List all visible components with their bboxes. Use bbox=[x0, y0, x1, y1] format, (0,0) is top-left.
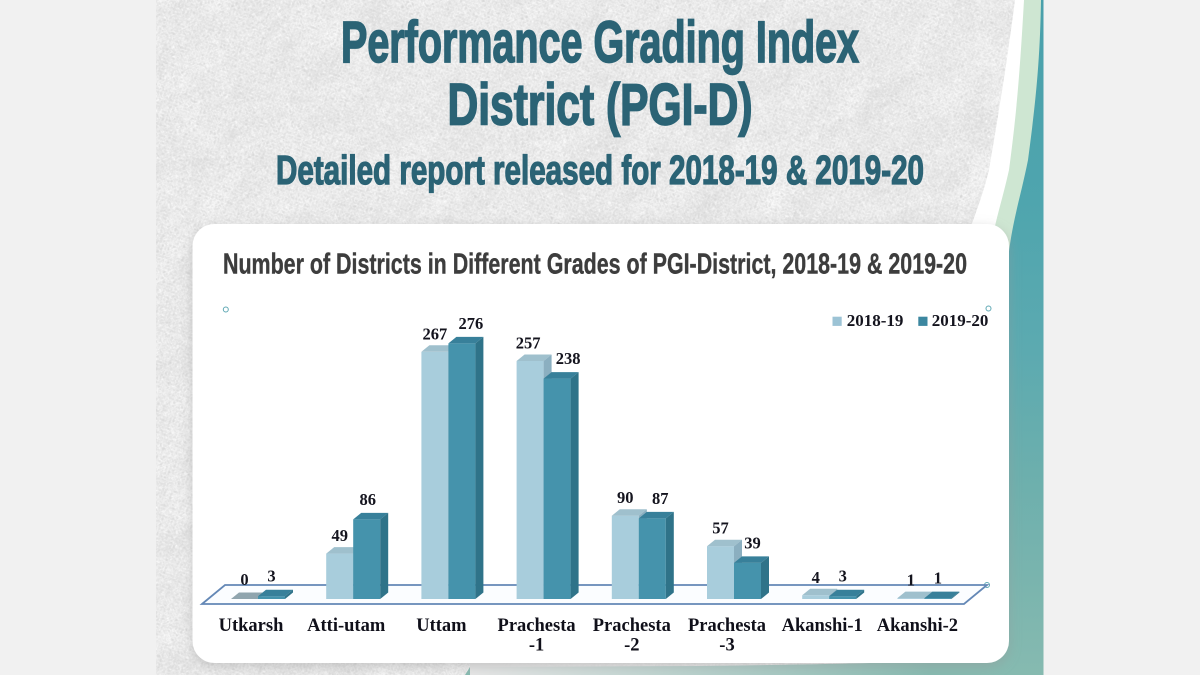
svg-text:238: 238 bbox=[556, 349, 581, 368]
svg-text:257: 257 bbox=[516, 334, 541, 353]
svg-text:1: 1 bbox=[907, 571, 915, 590]
svg-text:2019-20: 2019-20 bbox=[932, 311, 989, 330]
svg-text:-1: -1 bbox=[529, 636, 544, 656]
svg-text:57: 57 bbox=[712, 519, 729, 538]
svg-text:49: 49 bbox=[331, 526, 348, 545]
svg-text:4: 4 bbox=[812, 568, 820, 587]
svg-text:Prachesta: Prachesta bbox=[688, 616, 766, 636]
svg-text:276: 276 bbox=[459, 314, 484, 333]
svg-text:90: 90 bbox=[617, 488, 634, 507]
svg-text:Akanshi-2: Akanshi-2 bbox=[877, 616, 958, 636]
svg-text:3: 3 bbox=[839, 567, 847, 586]
svg-text:2018-19: 2018-19 bbox=[847, 311, 904, 330]
svg-text:1: 1 bbox=[934, 569, 942, 588]
svg-text:267: 267 bbox=[423, 324, 448, 343]
svg-text:Number of Districts in Differe: Number of Districts in Different Grades … bbox=[223, 248, 967, 280]
svg-text:-3: -3 bbox=[719, 636, 734, 656]
svg-text:3: 3 bbox=[267, 567, 275, 586]
svg-text:Prachesta: Prachesta bbox=[498, 616, 576, 636]
svg-text:-2: -2 bbox=[624, 636, 639, 656]
svg-text:Atti-utam: Atti-utam bbox=[307, 616, 386, 636]
svg-text:Akanshi-1: Akanshi-1 bbox=[782, 616, 863, 636]
svg-text:0: 0 bbox=[240, 570, 248, 589]
svg-text:39: 39 bbox=[744, 533, 761, 552]
svg-text:Performance Grading Index: Performance Grading Index bbox=[341, 10, 859, 75]
svg-text:87: 87 bbox=[652, 489, 669, 508]
svg-text:86: 86 bbox=[359, 490, 376, 509]
svg-text:Uttam: Uttam bbox=[416, 616, 467, 636]
svg-text:Utkarsh: Utkarsh bbox=[219, 616, 284, 636]
svg-text:Prachesta: Prachesta bbox=[593, 616, 671, 636]
svg-text:Detailed report released for 2: Detailed report released for 2018-19 & 2… bbox=[276, 147, 924, 193]
svg-text:District (PGI-D): District (PGI-D) bbox=[448, 73, 753, 138]
